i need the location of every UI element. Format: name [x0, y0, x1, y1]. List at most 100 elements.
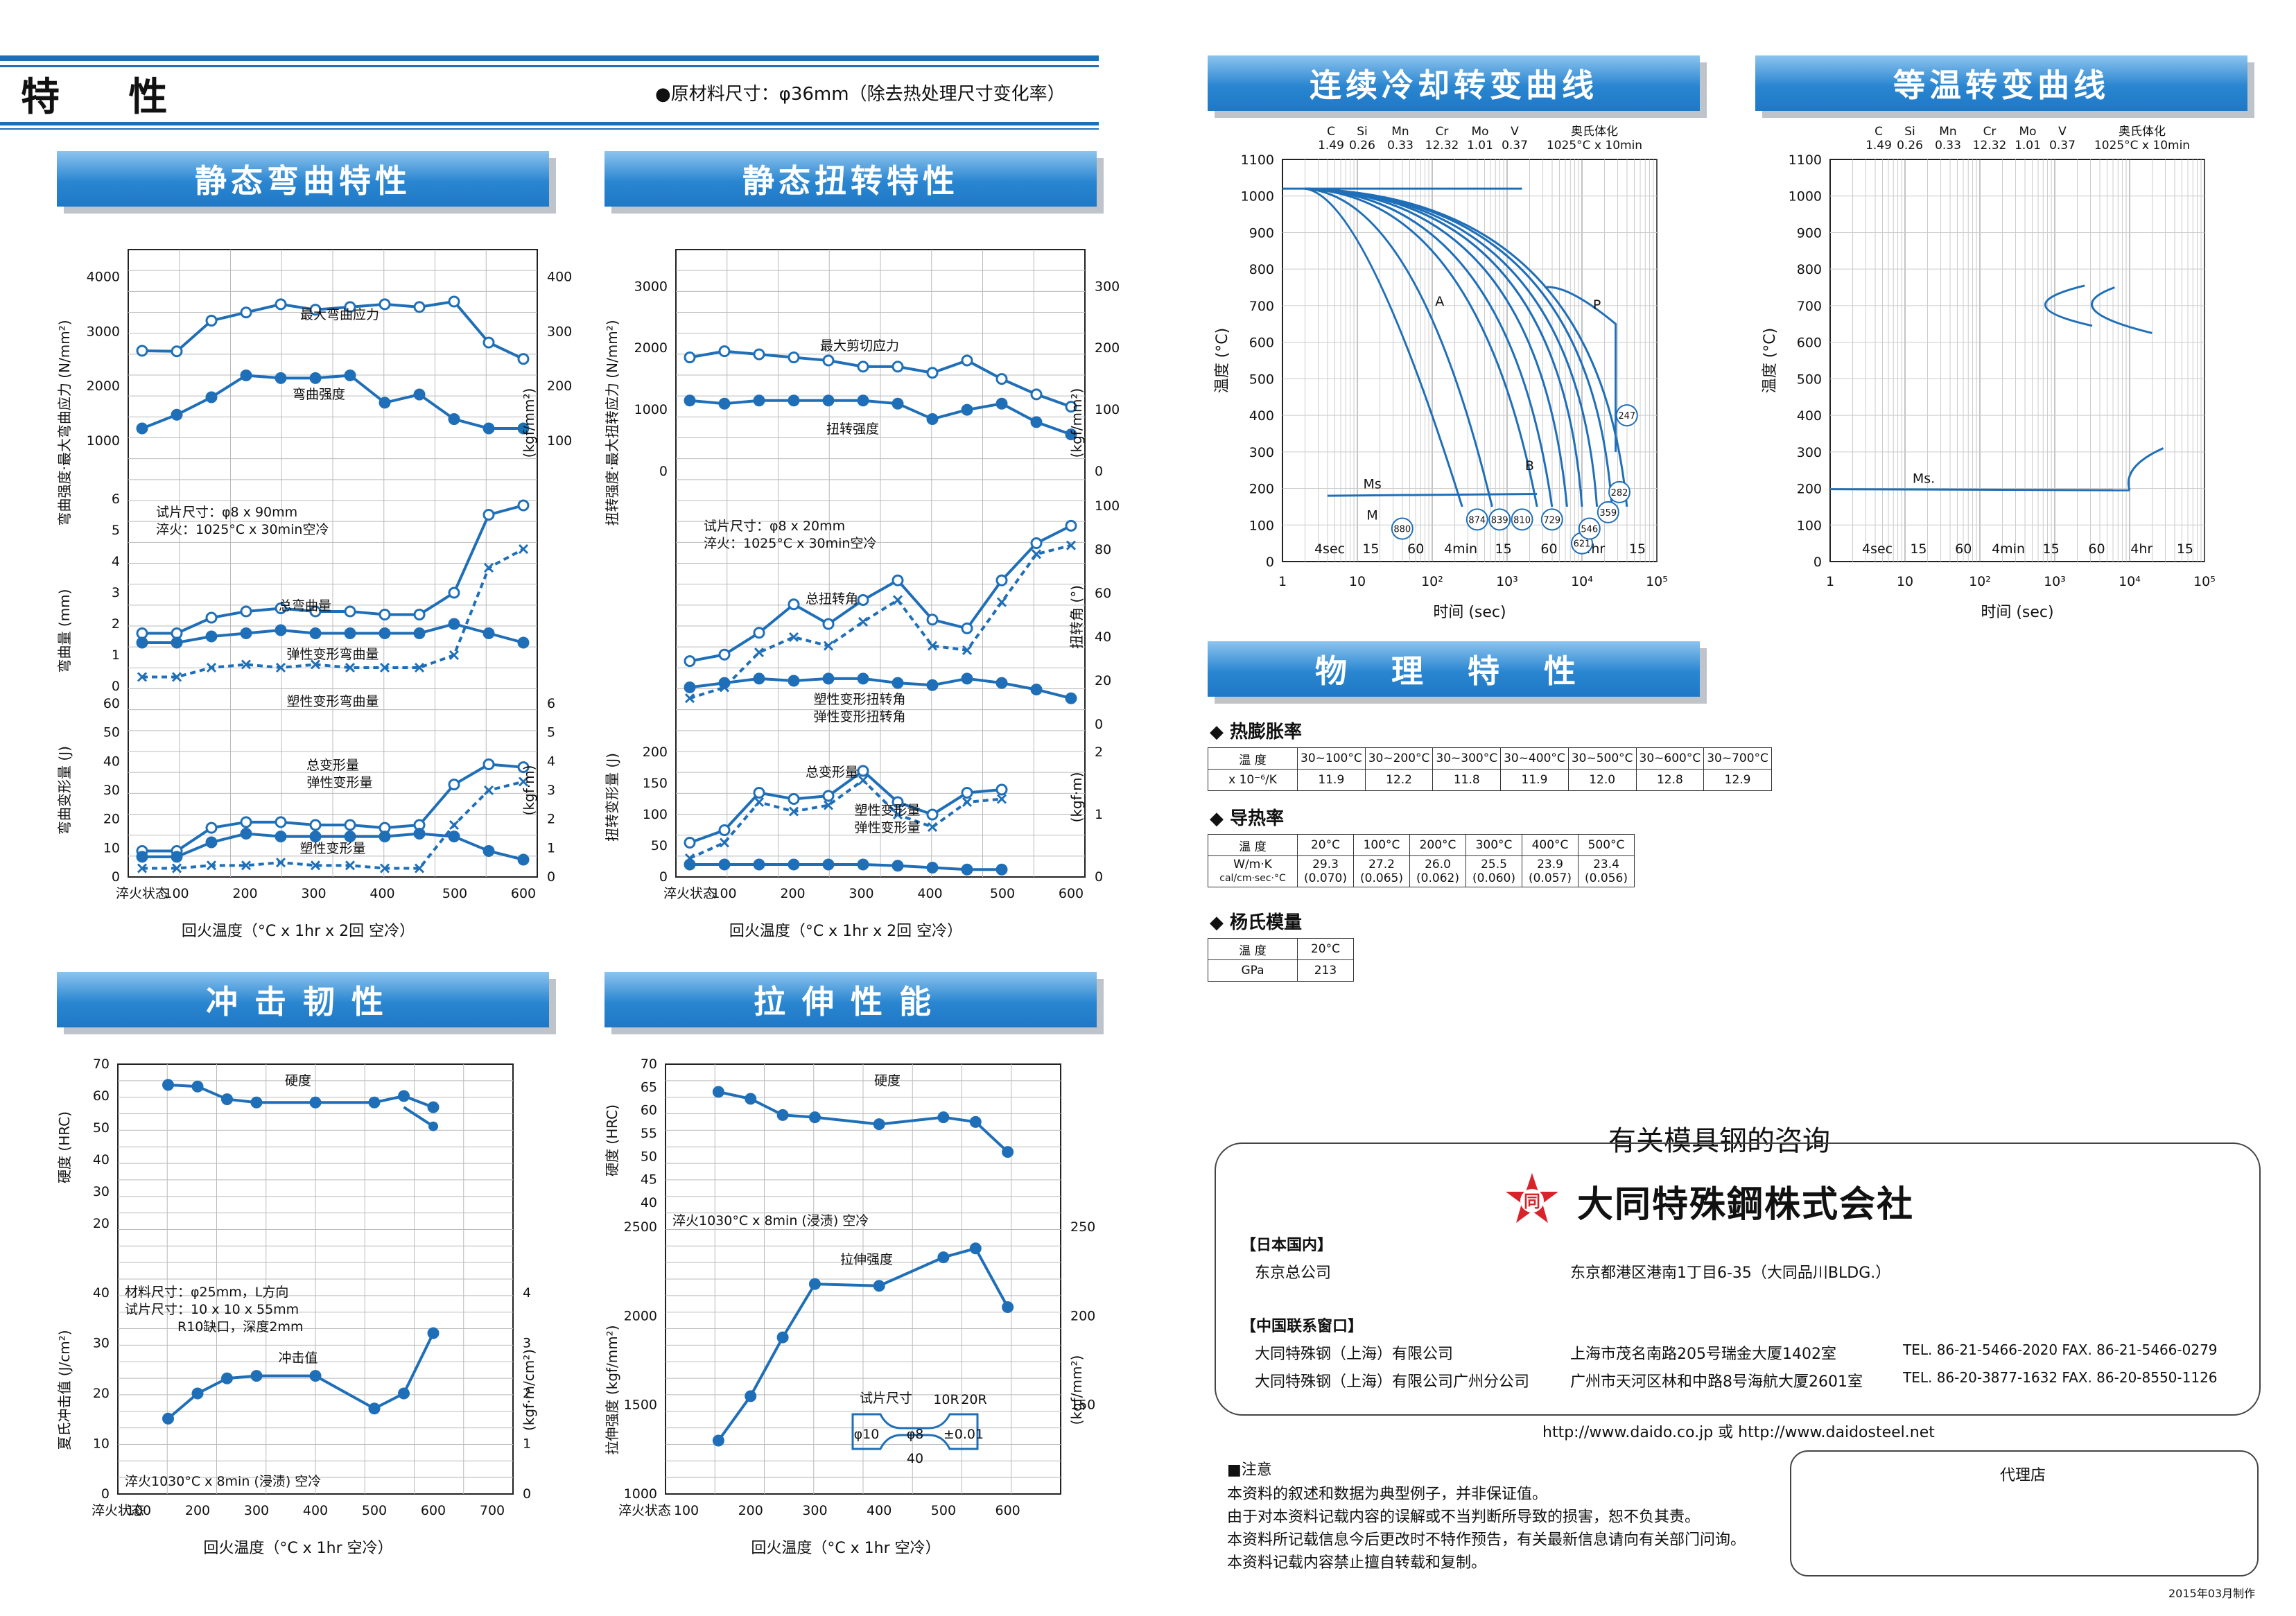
tor-strength-point	[1030, 416, 1043, 428]
tr-xtick: 10²	[1421, 574, 1443, 589]
cct-hardness-circle	[1540, 508, 1563, 531]
ten-hardness-point	[712, 1086, 724, 1098]
tor-total-point	[753, 627, 765, 639]
tor-def-elastic-point	[788, 858, 800, 871]
ten-top-ytick: 70	[641, 1057, 657, 1072]
bend-xtick: 淬火状态	[116, 886, 168, 901]
imp-impact-point	[427, 1327, 440, 1339]
tr-ytick: 600	[1797, 336, 1822, 351]
conduct-v1: 29.3	[1312, 858, 1339, 871]
bend-def-total-point	[448, 779, 460, 791]
bend-def-plastic-label: 塑性变形量	[299, 841, 365, 856]
conductivity-title: ◆ 导热率	[1210, 808, 1285, 829]
young-label: 温 度	[1208, 938, 1298, 960]
tr-ylabel: 温度 (°C)	[1762, 328, 1779, 394]
tor-plastic-point	[684, 693, 695, 704]
tor-max-shear-point	[892, 360, 904, 373]
tor-plastic-point	[788, 632, 799, 643]
ten-top-ytick: 55	[641, 1126, 657, 1141]
ten-xtick: 200	[738, 1503, 763, 1518]
banner-phys: 物 理 特 性	[1208, 641, 1700, 697]
bend-max-stress-point	[275, 298, 287, 311]
ten-xtick: 600	[995, 1503, 1020, 1518]
top-rule-thin	[0, 65, 1099, 67]
tor-mid-note: 试片尺寸：φ8 x 20mm	[704, 519, 845, 534]
imp-xtick: 400	[303, 1503, 328, 1518]
bend-def-elastic-point	[240, 828, 252, 840]
tor-max-shear-point	[718, 345, 731, 358]
tr-time: 15	[2177, 541, 2193, 557]
tor-def-total-point	[892, 796, 904, 808]
tr-xtick: 1	[1826, 574, 1834, 589]
tr-frame	[1282, 159, 1658, 562]
tor-max-shear-point	[926, 367, 939, 379]
bend-def-plastic-point	[241, 860, 252, 871]
thermal-val: 12.2	[1364, 769, 1434, 791]
tr-time: 60	[1407, 541, 1424, 557]
tor-total-point	[961, 622, 973, 634]
cct-pearlite-nose	[1544, 286, 1617, 452]
tor-total-point	[822, 618, 835, 630]
contact-jp: 【日本国内】	[1241, 1237, 1333, 1254]
ttt-start-curve	[2044, 284, 2093, 327]
thermal-val: 12.9	[1703, 769, 1772, 791]
tor-elastic-point	[718, 677, 731, 689]
bend-elastic-point	[517, 636, 530, 649]
comp-val: 0.37	[1502, 139, 1528, 153]
tor-strength-label: 扭转强度	[826, 422, 879, 437]
thermal-expansion-title: ◆ 热膨胀率	[1210, 722, 1303, 742]
header-note: ●原材料尺寸：φ36mm（除去热处理尺寸变化率）	[655, 84, 1066, 105]
ten-hardness-point	[969, 1115, 982, 1128]
tor-elastic-label: 弹性变形扭转角	[813, 709, 905, 724]
bend-total-point	[171, 627, 183, 639]
notice-line: 本资料所记载信息今后更改时不特作预告，有关最新信息请向有关部门问询。	[1227, 1531, 1746, 1549]
bend-xlabel: 回火温度（°C x 1hr x 2回 空冷）	[182, 923, 415, 940]
tor-def-total-point	[718, 824, 731, 836]
tor-xtick: 200	[780, 886, 805, 901]
contact-url[interactable]: http://www.daido.co.jp 或 http://www.daid…	[1542, 1424, 1935, 1441]
tor-strength-point	[926, 412, 939, 425]
tor-def-elastic-label: 弹性变形量	[854, 820, 920, 835]
ttt-chart: 1100 1000 900 800 700 600 500 400 300 200 100 0 1 10 1…	[1754, 118, 2253, 631]
conduct-v2: (0.065)	[1360, 871, 1403, 885]
bend-top-ytick-r: 100	[547, 433, 572, 449]
imp-hardness-point	[250, 1096, 263, 1109]
imp-bot-ytick: 10	[93, 1436, 110, 1452]
tor-bot-ytick-r: 1	[1095, 807, 1103, 822]
tor-top-ytick-r: 300	[1095, 279, 1120, 294]
tr-time: 15	[1362, 541, 1379, 557]
imp-impact-point	[309, 1370, 322, 1382]
tor-strength-point	[995, 397, 1008, 410]
imp-bot-ytick-r: 4	[523, 1285, 531, 1301]
tor-plastic-point	[823, 641, 834, 651]
bend-max-stress-point	[482, 336, 495, 349]
tr-time: 15	[1910, 541, 1927, 557]
bend-max-stress-line	[141, 299, 524, 360]
comp-val: 0.33	[1387, 139, 1414, 153]
cct-cooling-curve	[1305, 187, 1554, 507]
cct-hardness-label: 880	[1393, 525, 1411, 535]
bend-max-stress-point	[379, 298, 391, 311]
imp-impact-label: 冲击值	[278, 1350, 318, 1366]
bend-mid-ytick: 0	[112, 679, 120, 694]
ten-strength-point	[873, 1280, 885, 1292]
bend-strength-point	[136, 422, 148, 435]
banner-ttt: 等温转变曲线	[1755, 55, 2247, 111]
tor-top-ylabel: 扭转强度·最大扭转应力 (N/mm²)	[604, 320, 620, 525]
imp-xtick: 淬火状态	[92, 1503, 144, 1518]
bend-mid-ytick: 6	[112, 492, 120, 507]
tor-plastic-point	[892, 595, 903, 605]
imp-xtick: 100	[126, 1503, 151, 1518]
imp-bot-ylabel-r: (kgf·m/cm²)	[521, 1349, 537, 1431]
bend-elastic-point	[413, 627, 426, 639]
tensile-chart: 70 65 60 55 50 45 40 硬度 硬度 (HRC) 2500 2000 1500 1000…	[596, 1057, 1095, 1563]
thermal-col: 30~600°C	[1635, 747, 1705, 770]
ten-top-ytick: 50	[641, 1149, 657, 1164]
bend-def-total-point	[309, 819, 322, 831]
ten-bot-ylabel-r: (kgf/mm²)	[1068, 1355, 1085, 1425]
bend-def-plastic-point	[345, 860, 356, 871]
contact-hq: 东京总公司	[1255, 1265, 1332, 1282]
tor-top-ytick: 3000	[634, 279, 668, 294]
tor-def-total-point	[926, 808, 939, 821]
imp-impact-point	[368, 1402, 381, 1415]
